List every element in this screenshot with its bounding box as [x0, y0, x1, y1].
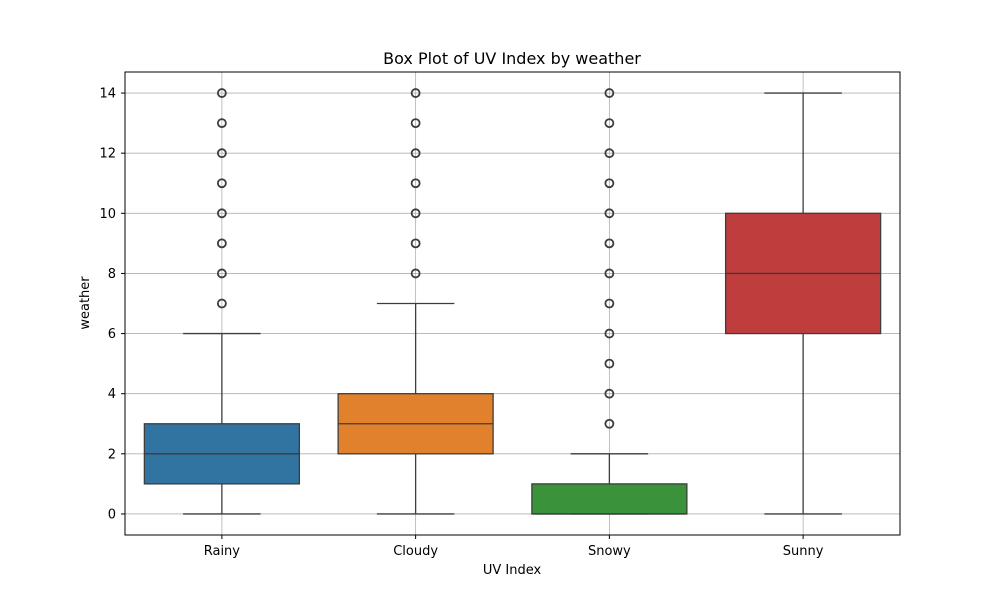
y-tick-label: 14 — [99, 87, 116, 102]
box-group-cloudy — [337, 88, 494, 515]
outlier-point — [604, 388, 615, 399]
box-group-sunny — [724, 92, 882, 515]
outlier-point — [604, 418, 615, 429]
outlier-point — [604, 328, 615, 339]
outlier-point — [410, 208, 421, 219]
outlier-point — [410, 178, 421, 189]
outlier-point — [216, 88, 227, 98]
y-tick-label: 8 — [108, 267, 116, 282]
chart-title: Box Plot of UV Index by weather — [383, 49, 641, 68]
outlier-point — [604, 148, 615, 159]
outlier-point — [410, 238, 421, 249]
outlier-point — [604, 118, 615, 129]
outlier-point — [604, 208, 615, 219]
y-tick-label: 2 — [108, 447, 116, 462]
outlier-point — [216, 268, 227, 279]
y-tick-label: 0 — [108, 507, 116, 522]
box-iqr — [531, 483, 688, 515]
outlier-point — [604, 358, 615, 369]
outlier-point — [216, 148, 227, 159]
x-axis-label: UV Index — [483, 563, 542, 578]
box-layer — [143, 88, 882, 515]
outlier-point — [604, 88, 615, 98]
axis-layer — [124, 71, 901, 536]
x-tick-label: Cloudy — [393, 544, 438, 559]
outlier-point — [216, 178, 227, 189]
outlier-point — [604, 178, 615, 189]
y-tick-label: 10 — [99, 207, 116, 222]
outlier-point — [410, 268, 421, 279]
outlier-point — [604, 298, 615, 309]
x-tick-label: Sunny — [783, 544, 824, 559]
box-group-snowy — [531, 88, 688, 515]
y-tick-label: 12 — [99, 147, 116, 162]
tick-layer: 0 2 4 6 8 10 12 14 Rainy Cloudy Snowy Sunny — [99, 87, 823, 559]
x-tick-label: Rainy — [204, 544, 241, 559]
y-tick-label: 6 — [108, 327, 116, 342]
y-axis-label: weather — [78, 276, 93, 330]
outlier-point — [216, 298, 227, 309]
box-group-rainy — [143, 88, 301, 515]
outlier-point — [410, 88, 421, 98]
y-tick-label: 4 — [108, 387, 116, 402]
outlier-point — [604, 238, 615, 249]
outlier-point — [216, 208, 227, 219]
outlier-point — [410, 148, 421, 159]
x-tick-label: Snowy — [588, 544, 631, 559]
outlier-point — [216, 238, 227, 249]
outlier-point — [216, 118, 227, 129]
outlier-point — [410, 118, 421, 129]
outlier-point — [604, 268, 615, 279]
plot-frame — [124, 71, 901, 536]
